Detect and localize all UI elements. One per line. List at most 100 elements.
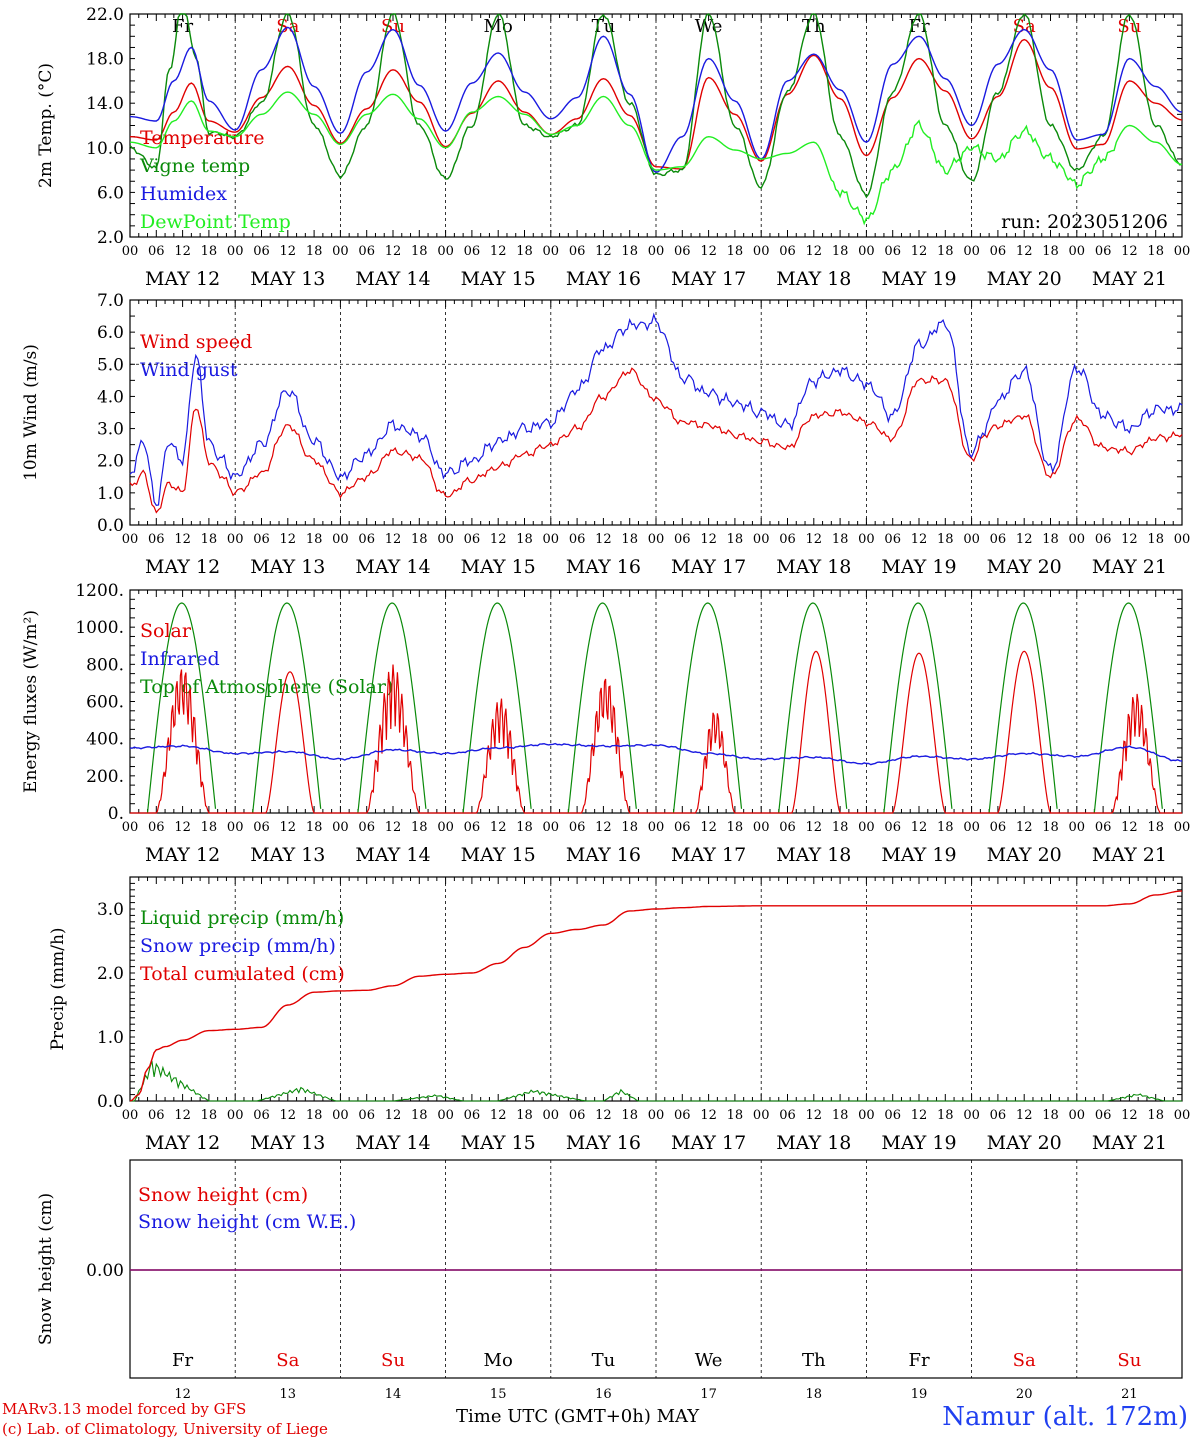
- day-label: MAY 19: [881, 844, 956, 866]
- hour-label: 06: [884, 1108, 901, 1123]
- panel-1-frame: [129, 13, 1183, 238]
- hour-label: 00: [858, 820, 875, 835]
- toa-solar-curve: [883, 602, 953, 814]
- hour-label: 18: [832, 1108, 849, 1123]
- day-number-label: 16: [595, 1387, 612, 1402]
- series-line-infrared: [129, 742, 1183, 766]
- hour-label: 06: [569, 820, 586, 835]
- hour-label: 06: [464, 532, 481, 547]
- y-tick-label: 5.0: [97, 355, 124, 375]
- y-tick-label: 6.0: [97, 323, 124, 343]
- hour-label: 00: [543, 820, 560, 835]
- day-label: MAY 20: [987, 1132, 1062, 1154]
- hour-label: 00: [332, 244, 349, 259]
- hour-label: 18: [516, 820, 533, 835]
- day-label: MAY 20: [987, 844, 1062, 866]
- day-label: MAY 21: [1092, 844, 1167, 866]
- hour-label: 18: [306, 244, 323, 259]
- day-number-label: 18: [806, 1387, 823, 1402]
- day-label: MAY 16: [566, 844, 641, 866]
- y-tick-label: 0.: [108, 804, 124, 824]
- hour-label: 00: [437, 1108, 454, 1123]
- hour-label: 12: [280, 244, 297, 259]
- toa-solar-curve: [357, 602, 427, 814]
- day-number-label: 15: [490, 1387, 507, 1402]
- weekday-label: Sa: [276, 1350, 299, 1371]
- y-tick-label: 1.0: [97, 484, 124, 504]
- hour-label: 00: [753, 532, 770, 547]
- weekday-label: Mo: [484, 16, 513, 37]
- hour-label: 06: [148, 244, 165, 259]
- hour-label: 18: [306, 1108, 323, 1123]
- hour-label: 12: [490, 820, 507, 835]
- day-label: MAY 14: [355, 556, 430, 578]
- y-axis-label: 10m Wind (m/s): [21, 344, 41, 481]
- series-line-dewpoint-temp: [129, 91, 1183, 226]
- weekday-label: Mo: [484, 1350, 513, 1371]
- hour-label: 06: [674, 532, 691, 547]
- day-label: MAY 13: [250, 556, 325, 578]
- hour-label: 18: [621, 1108, 638, 1123]
- y-tick-label: 4.0: [97, 387, 124, 407]
- weekday-label: We: [695, 1350, 723, 1371]
- legend-entry: Wind speed: [140, 331, 252, 353]
- y-tick-label: 18.0: [86, 50, 124, 70]
- hour-label: 18: [937, 820, 954, 835]
- hour-label: 00: [122, 244, 139, 259]
- hour-label: 12: [174, 1108, 191, 1123]
- hour-label: 18: [411, 1108, 428, 1123]
- hour-label: 12: [911, 820, 928, 835]
- hour-label: 00: [122, 532, 139, 547]
- hour-label: 06: [990, 532, 1007, 547]
- toa-solar-curve: [567, 602, 637, 814]
- hour-label: 06: [253, 820, 270, 835]
- hour-label: 00: [648, 532, 665, 547]
- hour-label: 00: [332, 1108, 349, 1123]
- series-line-wind-gust: [129, 312, 1183, 506]
- hour-label: 18: [1147, 532, 1164, 547]
- hour-label: 06: [358, 532, 375, 547]
- legend-entry: Snow precip (mm/h): [140, 935, 336, 957]
- day-label: MAY 15: [461, 268, 536, 290]
- series-line-humidex: [129, 26, 1183, 174]
- hour-label: 18: [937, 244, 954, 259]
- hour-label: 12: [385, 532, 402, 547]
- hour-label: 18: [516, 244, 533, 259]
- y-tick-label: 0.0: [97, 1092, 124, 1112]
- day-number-label: 19: [911, 1387, 928, 1402]
- hour-label: 00: [963, 1108, 980, 1123]
- toa-solar-curve: [988, 602, 1058, 814]
- hour-label: 12: [1121, 820, 1138, 835]
- hour-label: 12: [1016, 1108, 1033, 1123]
- hour-label: 12: [1016, 532, 1033, 547]
- day-label: MAY 20: [987, 556, 1062, 578]
- hour-label: 12: [1121, 1108, 1138, 1123]
- hour-label: 18: [1147, 244, 1164, 259]
- hour-label: 06: [674, 820, 691, 835]
- legend-entry: Snow height (cm W.E.): [138, 1211, 356, 1233]
- hour-label: 06: [358, 244, 375, 259]
- hour-label: 06: [1095, 244, 1112, 259]
- toa-solar-curve: [672, 602, 743, 814]
- hour-label: 18: [937, 532, 954, 547]
- hour-label: 06: [990, 1108, 1007, 1123]
- day-label: MAY 15: [461, 1132, 536, 1154]
- legend-entry: Wind gust: [140, 359, 238, 381]
- toa-solar-curve: [146, 602, 217, 814]
- day-number-label: 14: [385, 1387, 402, 1402]
- day-label: MAY 13: [250, 844, 325, 866]
- day-label: MAY 12: [145, 1132, 220, 1154]
- hour-label: 00: [332, 820, 349, 835]
- hour-label: 12: [806, 820, 823, 835]
- hour-label: 06: [253, 1108, 270, 1123]
- hour-label: 18: [1042, 532, 1059, 547]
- hour-label: 18: [516, 1108, 533, 1123]
- day-label: MAY 18: [776, 268, 851, 290]
- legend-entry: DewPoint Temp: [140, 211, 291, 233]
- hour-label: 18: [201, 244, 218, 259]
- hour-label: 00: [122, 1108, 139, 1123]
- y-tick-label: 2.0: [97, 228, 124, 248]
- y-axis-label: Energy fluxes (W/m²): [21, 610, 41, 793]
- hour-label: 12: [700, 820, 717, 835]
